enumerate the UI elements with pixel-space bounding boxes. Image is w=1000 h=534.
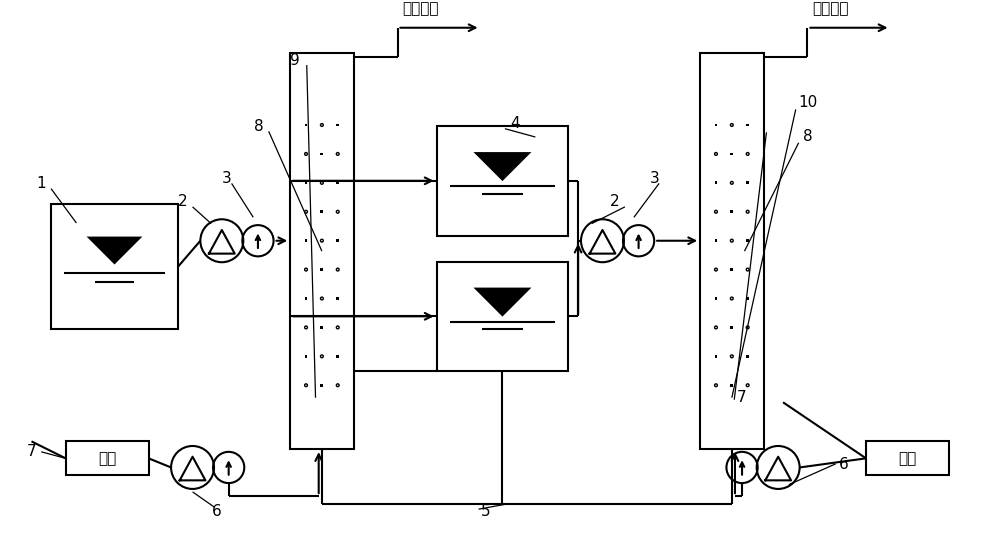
Bar <box>715 297 717 300</box>
Bar <box>305 239 307 242</box>
Bar <box>730 326 733 329</box>
Bar <box>866 442 949 475</box>
Bar <box>305 123 307 127</box>
Text: 二级出水: 二级出水 <box>812 1 849 15</box>
Text: 6: 6 <box>839 457 848 473</box>
Bar <box>320 326 323 329</box>
Text: 6: 6 <box>212 504 222 519</box>
Text: 8: 8 <box>254 119 264 134</box>
Text: 7: 7 <box>737 390 747 405</box>
Bar <box>305 355 307 358</box>
Bar <box>437 262 568 371</box>
Bar <box>320 384 323 387</box>
Bar <box>320 153 323 155</box>
Bar <box>746 355 749 358</box>
Polygon shape <box>473 152 531 181</box>
Text: 4: 4 <box>510 116 519 131</box>
Text: 10: 10 <box>798 95 817 110</box>
Text: 9: 9 <box>290 53 300 68</box>
Text: 2: 2 <box>610 194 620 209</box>
Bar <box>715 182 717 184</box>
Bar <box>715 239 717 242</box>
Text: 1: 1 <box>36 176 46 191</box>
Polygon shape <box>87 237 142 264</box>
Text: 8: 8 <box>803 129 812 144</box>
Bar <box>305 182 307 184</box>
Bar <box>700 53 764 449</box>
Bar <box>336 355 339 358</box>
Bar <box>746 123 749 127</box>
Polygon shape <box>473 288 531 317</box>
Bar <box>730 384 733 387</box>
Bar <box>305 297 307 300</box>
Bar <box>730 153 733 155</box>
Bar <box>66 442 149 475</box>
Bar <box>746 297 749 300</box>
Text: 一级出水: 一级出水 <box>402 1 439 15</box>
Bar <box>336 182 339 184</box>
Text: 2: 2 <box>178 194 188 209</box>
Bar <box>437 126 568 235</box>
Text: 3: 3 <box>222 171 232 186</box>
Bar <box>746 182 749 184</box>
Bar <box>320 268 323 271</box>
Text: 空气: 空气 <box>898 451 917 466</box>
Bar <box>290 53 354 449</box>
Bar <box>336 123 339 127</box>
Text: 3: 3 <box>649 171 659 186</box>
Bar <box>730 210 733 213</box>
Text: 7: 7 <box>27 444 36 459</box>
Bar <box>336 297 339 300</box>
Bar <box>336 239 339 242</box>
Bar <box>320 210 323 213</box>
Text: 空气: 空气 <box>98 451 116 466</box>
Bar <box>715 123 717 127</box>
Bar <box>51 205 178 329</box>
Bar <box>730 268 733 271</box>
Bar <box>746 239 749 242</box>
Text: 5: 5 <box>481 504 490 519</box>
Bar <box>715 355 717 358</box>
